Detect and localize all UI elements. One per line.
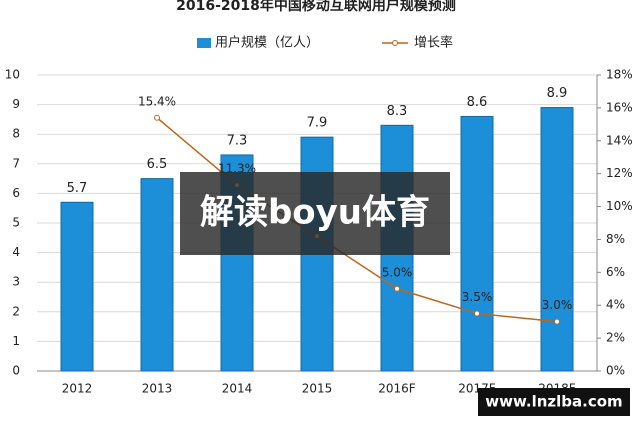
bar bbox=[140, 178, 174, 372]
bar-value-label: 8.6 bbox=[467, 95, 488, 110]
legend-swatch bbox=[392, 40, 398, 46]
overlay-box bbox=[180, 172, 450, 255]
bar bbox=[460, 115, 494, 372]
y2-tick-label: 10% bbox=[606, 199, 633, 213]
legend-swatch bbox=[197, 38, 211, 48]
y-tick-label: 3 bbox=[12, 275, 20, 289]
y-tick-label: 0 bbox=[12, 364, 20, 378]
watermark-text: www.lnzlba.com bbox=[485, 393, 622, 411]
x-tick-label: 2012 bbox=[62, 382, 93, 396]
legend-label: 用户规模（亿人） bbox=[215, 35, 319, 51]
watermark-box bbox=[478, 388, 630, 416]
bar-value-label: 7.3 bbox=[227, 133, 248, 148]
y2-tick-label: 4% bbox=[606, 298, 625, 312]
x-tick-label: 2015 bbox=[302, 382, 333, 396]
bar-value-label: 8.3 bbox=[387, 104, 408, 119]
y2-tick-label: 12% bbox=[606, 166, 633, 180]
chart-title: 2016-2018年中国移动互联网用户规模预测 bbox=[176, 0, 456, 14]
y2-tick-label: 8% bbox=[606, 232, 625, 246]
line-marker bbox=[554, 318, 560, 325]
bar-value-label: 8.9 bbox=[547, 86, 568, 101]
y-tick-label: 5 bbox=[12, 216, 20, 230]
y-tick-label: 2 bbox=[12, 304, 20, 318]
x-tick-label: 2016F bbox=[378, 382, 416, 396]
bar-value-label: 7.9 bbox=[307, 116, 328, 131]
y-tick-label: 7 bbox=[12, 156, 20, 170]
y-tick-label: 4 bbox=[12, 245, 20, 259]
bar bbox=[540, 107, 574, 372]
x-tick-label: 2013 bbox=[142, 382, 173, 396]
line-marker bbox=[154, 114, 160, 121]
y-tick-label: 6 bbox=[12, 186, 20, 200]
y2-tick-label: 14% bbox=[606, 133, 633, 147]
bar-value-label: 5.7 bbox=[67, 181, 88, 196]
line-value-label: 3.5% bbox=[462, 290, 493, 304]
bar-value-label: 6.5 bbox=[147, 157, 168, 172]
y2-tick-label: 18% bbox=[606, 68, 633, 82]
line-value-label: 15.4% bbox=[138, 94, 176, 108]
line-marker bbox=[474, 310, 480, 317]
y2-tick-label: 6% bbox=[606, 265, 625, 279]
y2-tick-label: 2% bbox=[606, 331, 625, 345]
bar bbox=[60, 201, 94, 372]
y-tick-label: 9 bbox=[12, 97, 20, 111]
overlay-text: 解读boyu体育 bbox=[200, 193, 430, 233]
y-tick-label: 1 bbox=[12, 334, 20, 348]
y2-tick-label: 16% bbox=[606, 100, 633, 114]
legend-label: 增长率 bbox=[414, 35, 453, 51]
x-tick-label: 2014 bbox=[222, 382, 253, 396]
y-tick-label: 8 bbox=[12, 127, 20, 141]
line-value-label: 3.0% bbox=[542, 298, 573, 312]
y-tick-label: 10 bbox=[5, 68, 20, 82]
y2-tick-label: 0% bbox=[606, 364, 625, 378]
line-value-label: 5.0% bbox=[382, 265, 413, 279]
line-marker bbox=[394, 285, 400, 292]
